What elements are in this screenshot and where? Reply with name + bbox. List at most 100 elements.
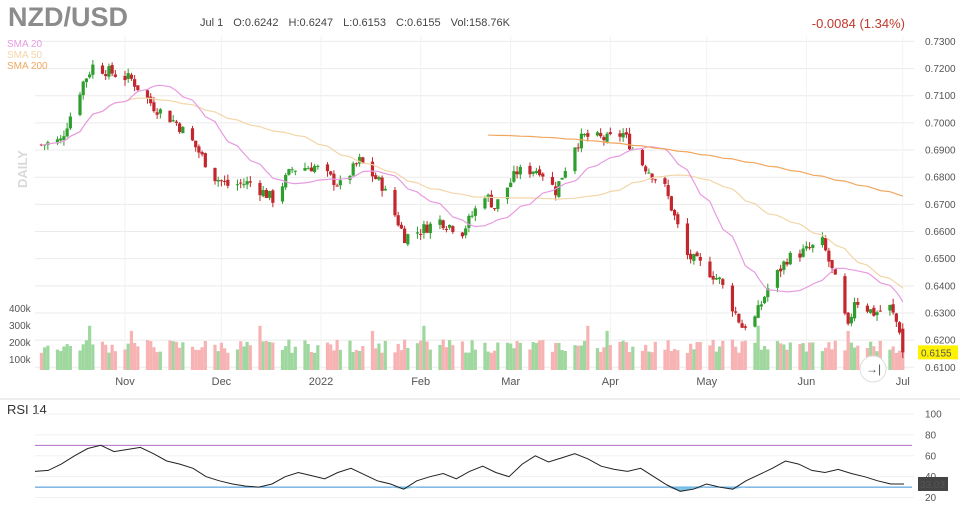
candle-body — [550, 176, 555, 185]
candle-body — [756, 305, 760, 318]
candle-body — [268, 190, 272, 198]
volume-bar — [762, 346, 767, 370]
candle-body — [621, 133, 625, 138]
volume-bar — [248, 345, 252, 370]
volume-bar — [689, 343, 693, 370]
volume-tick-label: 200k — [9, 338, 32, 349]
candle-body — [287, 169, 291, 175]
volume-bar — [833, 340, 837, 370]
candle-body — [804, 246, 808, 249]
candle-body — [493, 208, 497, 210]
candle-body — [200, 152, 204, 155]
volume-tick-label: 100k — [9, 355, 32, 366]
candle-body — [271, 190, 275, 203]
play-forward-button[interactable]: →| — [859, 355, 887, 383]
volume-bar — [515, 341, 519, 370]
volume-bar — [717, 346, 722, 370]
volume-bar — [309, 351, 314, 370]
volume-bar — [560, 350, 564, 370]
volume-bar — [351, 352, 355, 370]
candle-body — [444, 228, 448, 230]
candle-body — [846, 312, 850, 324]
x-tick-label: Dec — [212, 376, 232, 388]
candle-body — [489, 194, 493, 208]
volume-bar — [483, 342, 487, 370]
candle-body — [801, 248, 805, 257]
volume-tick-label: 300k — [9, 321, 32, 332]
candle-body — [448, 224, 452, 228]
volume-bar — [856, 345, 860, 370]
rsi-tick-label: 60 — [925, 451, 937, 462]
candle-body — [335, 185, 339, 187]
volume-bar — [470, 340, 474, 370]
volume-bar — [779, 343, 783, 370]
candle-body — [807, 247, 812, 249]
volume-bar — [740, 341, 744, 370]
candle-body — [878, 310, 882, 312]
volume-bar — [145, 340, 150, 370]
volume-bar — [358, 350, 362, 370]
candle-body — [663, 178, 667, 184]
candle-body — [219, 180, 224, 182]
open-value: O:0.6242 — [233, 17, 279, 29]
volume-bar — [168, 340, 172, 370]
volume-bar — [383, 340, 387, 370]
volume-bar — [602, 347, 606, 370]
candle-body — [155, 112, 159, 115]
candle-body — [730, 285, 735, 312]
candle-body — [473, 208, 477, 216]
candle-body — [88, 74, 92, 78]
volume-bar — [695, 342, 699, 370]
candle-body — [856, 301, 860, 305]
candle-body — [370, 161, 375, 177]
price-change: -0.0084 (1.34%) — [811, 16, 905, 31]
volume-bar — [801, 343, 805, 370]
candle-body — [351, 163, 355, 176]
candle-body — [123, 76, 127, 81]
y-tick-label: 0.6100 — [925, 363, 956, 374]
volume-bar — [78, 350, 82, 370]
candle-body — [197, 146, 201, 153]
volume-bar — [852, 347, 857, 370]
candle-body — [110, 65, 114, 74]
candle-body — [672, 210, 677, 216]
low-value: L:0.6153 — [343, 17, 386, 29]
volume-bar — [171, 341, 175, 370]
volume-bar — [541, 339, 545, 370]
volume-bar — [897, 350, 902, 370]
candle-body — [59, 138, 63, 141]
volume-bar — [538, 340, 542, 370]
candle-body — [306, 168, 310, 170]
volume-bar — [219, 342, 224, 370]
volume-bar — [785, 349, 789, 370]
volume-bar — [640, 350, 645, 370]
candle-body — [734, 311, 738, 313]
candle-body — [582, 133, 587, 136]
volume-bar — [268, 342, 272, 370]
volume-bar — [136, 346, 140, 370]
volume-bar — [348, 340, 352, 370]
sma-legend-item: SMA 50 — [7, 50, 42, 61]
volume-bar — [422, 325, 426, 370]
candle-body — [653, 179, 657, 181]
candle-body — [695, 252, 699, 257]
candle-body — [441, 220, 445, 229]
candle-body — [618, 133, 622, 137]
last-price-label: 0.6155 — [921, 348, 952, 359]
volume-bar — [473, 349, 477, 370]
candle-body — [264, 189, 269, 198]
candle-body — [717, 277, 722, 280]
candle-body — [586, 133, 590, 137]
volume-bar — [650, 352, 654, 370]
rsi-tick-label: 100 — [925, 410, 942, 421]
candle-body — [512, 171, 516, 182]
candle-body — [483, 198, 487, 209]
rsi-last-tag — [918, 476, 948, 491]
candle-body — [843, 276, 847, 314]
volume-bar — [258, 325, 262, 370]
volume-bar — [618, 341, 622, 370]
candle-body — [380, 177, 384, 191]
candle-body — [419, 233, 423, 235]
candle-body — [91, 64, 95, 75]
volume-bar — [843, 350, 847, 370]
